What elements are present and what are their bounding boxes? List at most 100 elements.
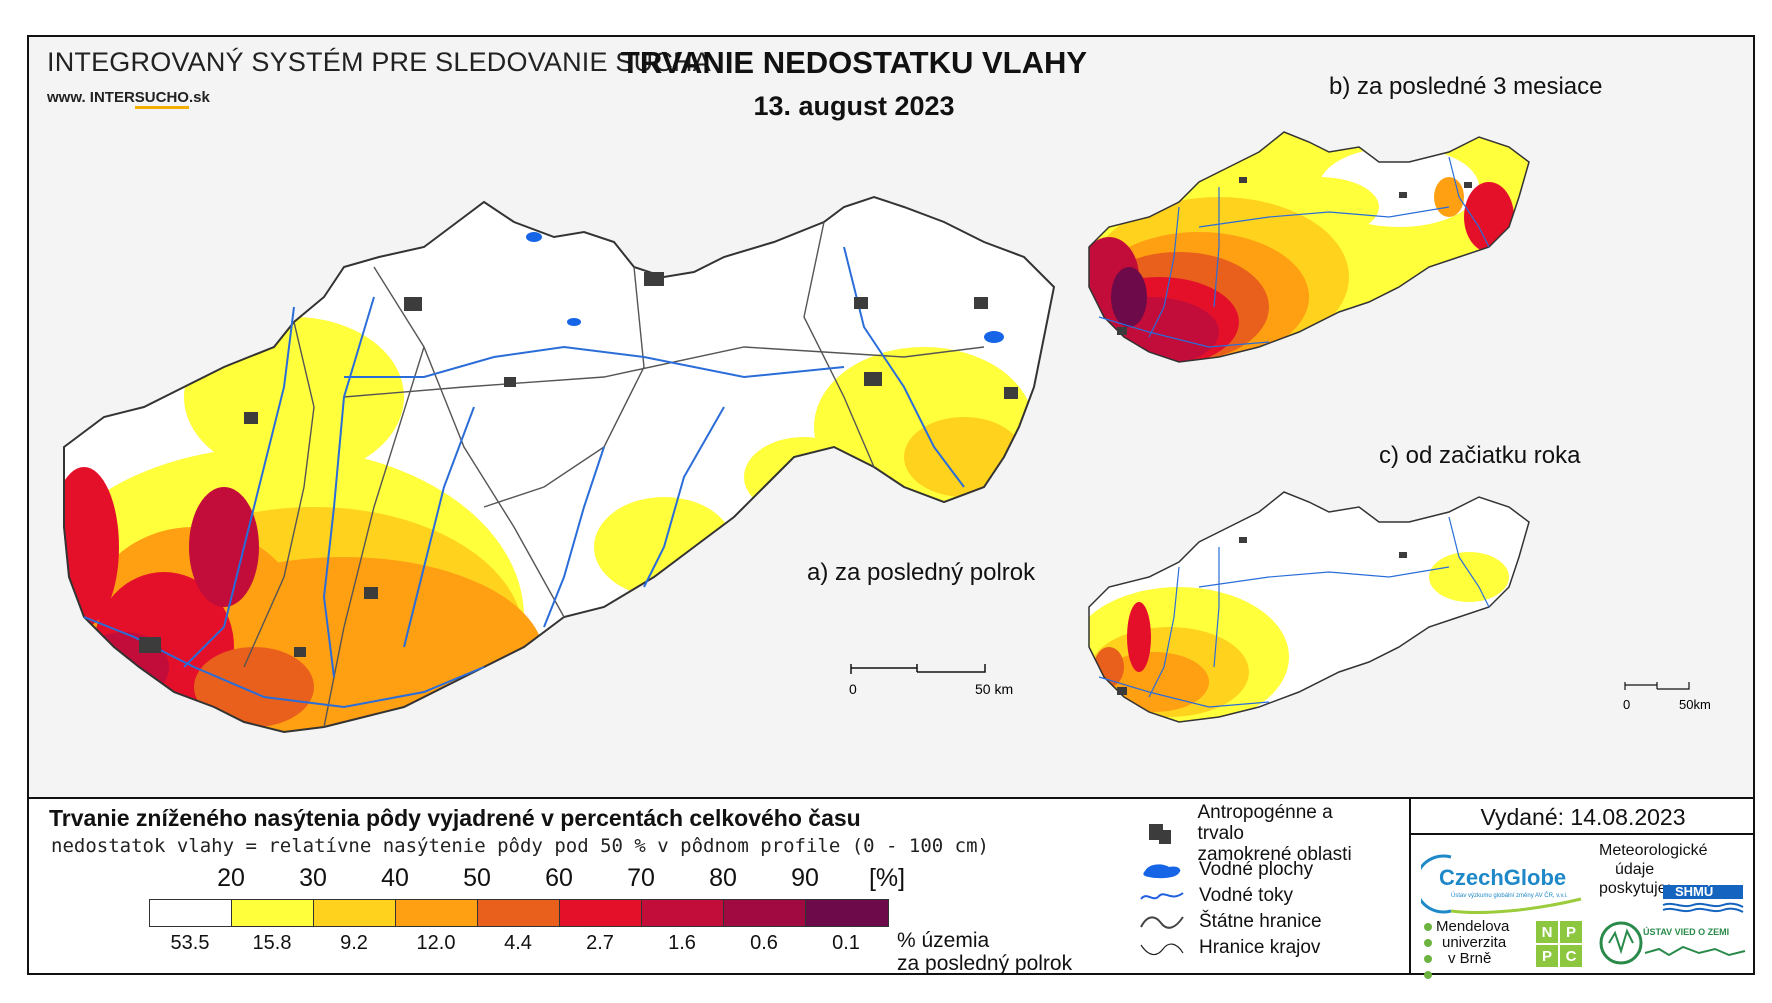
symbol-region-border-label: Hranice krajov [1199,937,1321,958]
colorbar-percentage: 0.6 [750,932,778,954]
page-date: 13. august 2023 [753,91,955,121]
nppc-letter-p1: P [1560,921,1582,943]
map-c-label: c) od začiatku roka [1379,442,1581,469]
colorbar-tick-label: 80 [709,864,737,892]
www-prefix: www. INTER [47,89,135,106]
colorbar-tick-label: [%] [868,864,906,892]
colorbar-tick-label: 20 [217,864,245,892]
colorbar-swatch [724,900,806,926]
meteo-line-3: poskytuje: [1599,880,1672,897]
symbol-row-region-border: Hranice krajov [1139,935,1379,961]
colorbar-swatch [396,900,478,926]
scale-bar-c: 0 50km [1623,679,1733,713]
issued-date: Vydané: 14.08.2023 [1411,799,1755,835]
colorbar-tick-label: 50 [463,864,491,892]
map-a-label: a) za posledný polrok [807,559,1036,586]
colorbar-percentage: 1.6 [668,932,696,954]
meteo-line-2: údaje [1615,861,1655,878]
colorbar-percentage: 15.8 [252,932,292,954]
shmu-logo-graphic [1662,885,1744,913]
symbol-row-river: Vodné toky [1139,883,1379,909]
urban-area-icon [1139,822,1189,844]
colorbar-tick-label: 30 [299,864,327,892]
legend-title: Trvanie zníženého nasýtenia pôdy vyjadre… [49,805,861,831]
colorbar-swatch [232,900,314,926]
pct-caption-line-2: za posledný polrok [897,952,1073,976]
www-highlight: SUCHO [134,89,189,109]
nppc-letter-c: C [1560,945,1582,967]
map-c-year [1088,491,1530,723]
uvz-logo-graphic [1599,921,1746,965]
map-a-half-year [63,195,1056,734]
mendel-logo[interactable]: Mendelova univerzita v Brně [1424,918,1510,979]
colorbar-ticks: 20 30 40 50 60 70 80 90 [%] [149,864,929,894]
mendel-line-3: v Brně [1448,950,1492,967]
symbol-legend: Antropogénne a trvalo zamokrené oblasti … [1139,802,1379,961]
symbol-water-body-label: Vodné plochy [1199,859,1314,880]
map-b-label: b) za posledné 3 mesiace [1329,73,1603,100]
czechglobe-name: CzechGlobe [1439,865,1567,890]
symbol-row-water-body: Vodné plochy [1139,857,1379,883]
legend-subtitle: nedostatok vlahy = relatívne nasýtenie p… [51,835,989,857]
colorbar-tick-label: 60 [545,864,573,892]
colorbar-swatch [642,900,724,926]
scale-c-end: 50km [1679,697,1711,712]
colorbar-swatch [478,900,560,926]
colorbar [149,899,889,927]
scale-bar-a: 0 50 km [849,662,1019,699]
shmu-name: SHMÚ [1675,884,1714,899]
symbol-row-urban: Antropogénne a trvalo zamokrené oblasti [1139,802,1379,865]
page-title: TRVANIE NEDOSTATKU VLAHY [620,45,1088,80]
legend-panel: Trvanie zníženého nasýtenia pôdy vyjadre… [29,797,1755,979]
uvz-logo[interactable]: ÚSTAV VIED O ZEMI [1599,919,1749,971]
nppc-logo[interactable]: N P P C [1536,921,1582,967]
water-body-icon [1139,859,1191,881]
colorbar-percentage: 12.0 [416,932,456,954]
www-suffix: .sk [188,89,210,106]
region-border-icon [1139,937,1191,959]
colorbar-swatch [150,900,232,926]
symbol-river-label: Vodné toky [1199,885,1294,906]
scale-bar-a-graphic [850,664,986,674]
colorbar-swatch [314,900,396,926]
scale-a-zero: 0 [849,681,857,697]
scale-c-zero: 0 [1623,697,1631,712]
czechglobe-sub: Ústav výzkumu globální změny AV ČR, v.v.… [1451,893,1568,899]
colorbar-swatch [560,900,642,926]
meteo-provider-text: Meteorologické údaje poskytuje: [1591,841,1708,898]
symbol-state-border-label: Štátne hranice [1199,911,1322,932]
colorbar-tick-label: 70 [627,864,655,892]
shmu-logo[interactable]: SHMÚ [1659,879,1747,913]
map-frame: INTEGROVANÝ SYSTÉM PRE SLEDOVANIE SUCHA … [27,35,1755,979]
colorbar-percentages: 53.5 15.8 9.2 12.0 4.4 2.7 1.6 0.6 0.1 [149,932,887,955]
symbol-urban-label-1: Antropogénne a trvalo [1197,801,1333,844]
colorbar-swatch [806,900,888,926]
state-border-icon [1139,911,1191,933]
issuer-panel: Vydané: 14.08.2023 CzechGlobe Ústav výzk… [1409,799,1755,979]
system-title: INTEGROVANÝ SYSTÉM PRE SLEDOVANIE SUCHA [47,47,711,77]
percentage-caption: % územia za posledný polrok [897,929,1072,975]
colorbar-percentage: 0.1 [832,932,860,954]
colorbar-tick-label: 40 [381,864,409,892]
pct-caption-line-1: % územia [897,929,990,952]
nppc-letter-n: N [1536,921,1558,943]
mendel-dots-icon [1422,921,1434,983]
nppc-letter-p2: P [1536,945,1558,967]
meteo-line-1: Meteorologické [1599,842,1708,859]
map-b-three-months [1088,131,1530,363]
uvz-name: ÚSTAV VIED O ZEMI [1643,927,1730,937]
website-link[interactable]: www. INTERSUCHO.sk [47,89,210,109]
symbol-row-state-border: Štátne hranice [1139,909,1379,935]
river-icon [1139,885,1191,907]
mendel-line-2: univerzita [1442,934,1507,951]
colorbar-percentage: 2.7 [586,932,614,954]
colorbar-tick-label: 90 [791,864,819,892]
scale-a-end: 50 km [975,681,1014,697]
mendel-line-1: Mendelova [1436,918,1510,935]
colorbar-percentage: 9.2 [340,932,368,954]
symbol-urban-label-2: zamokrené oblasti [1197,843,1352,865]
czechglobe-logo[interactable]: CzechGlobe Ústav výzkumu globální změny … [1414,849,1586,917]
colorbar-percentage: 4.4 [504,932,532,954]
colorbar-percentage: 53.5 [170,932,210,954]
scale-bar-c-graphic [1624,682,1690,690]
